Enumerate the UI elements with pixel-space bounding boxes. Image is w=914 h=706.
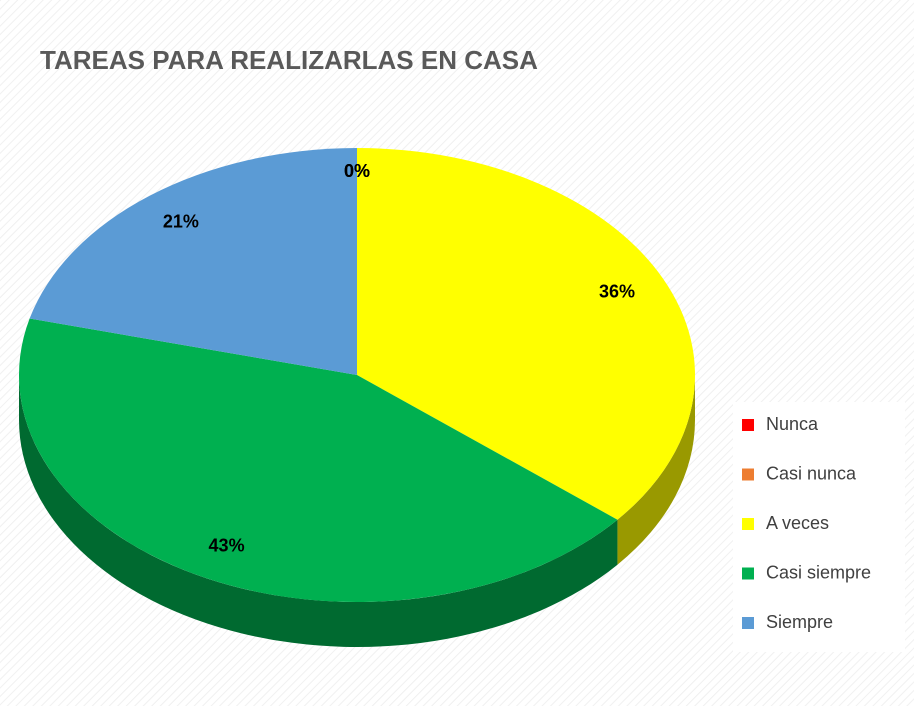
legend-label: Casi nunca bbox=[766, 463, 857, 483]
pie bbox=[18, 148, 695, 647]
legend-box bbox=[733, 402, 905, 652]
slice-side bbox=[19, 375, 618, 647]
legend-swatch bbox=[742, 518, 754, 530]
slice bbox=[29, 148, 357, 375]
slice-side bbox=[617, 375, 695, 565]
chart-title: TAREAS PARA REALIZARLAS EN CASA bbox=[40, 45, 538, 75]
legend-label: A veces bbox=[766, 513, 829, 533]
legend-swatch bbox=[742, 567, 754, 580]
legend-label: Nunca bbox=[766, 414, 819, 434]
data-label: 0% bbox=[344, 161, 370, 181]
legend-label: Siempre bbox=[766, 612, 833, 632]
legend: Nunca Casi nunca A veces Casi siempre Siempr… bbox=[742, 414, 871, 632]
legend-label: Casi siempre bbox=[766, 562, 871, 582]
data-label: 43% bbox=[209, 536, 245, 556]
data-label: 36% bbox=[599, 282, 635, 302]
legend-swatch bbox=[742, 419, 754, 431]
data-label: 0% bbox=[344, 161, 370, 181]
legend-swatch bbox=[742, 617, 754, 629]
data-labels: 36%43%21%0%0% bbox=[163, 161, 635, 556]
legend-swatch bbox=[742, 468, 754, 481]
slice bbox=[357, 148, 695, 520]
slice bbox=[18, 318, 618, 602]
data-label: 21% bbox=[163, 211, 199, 231]
